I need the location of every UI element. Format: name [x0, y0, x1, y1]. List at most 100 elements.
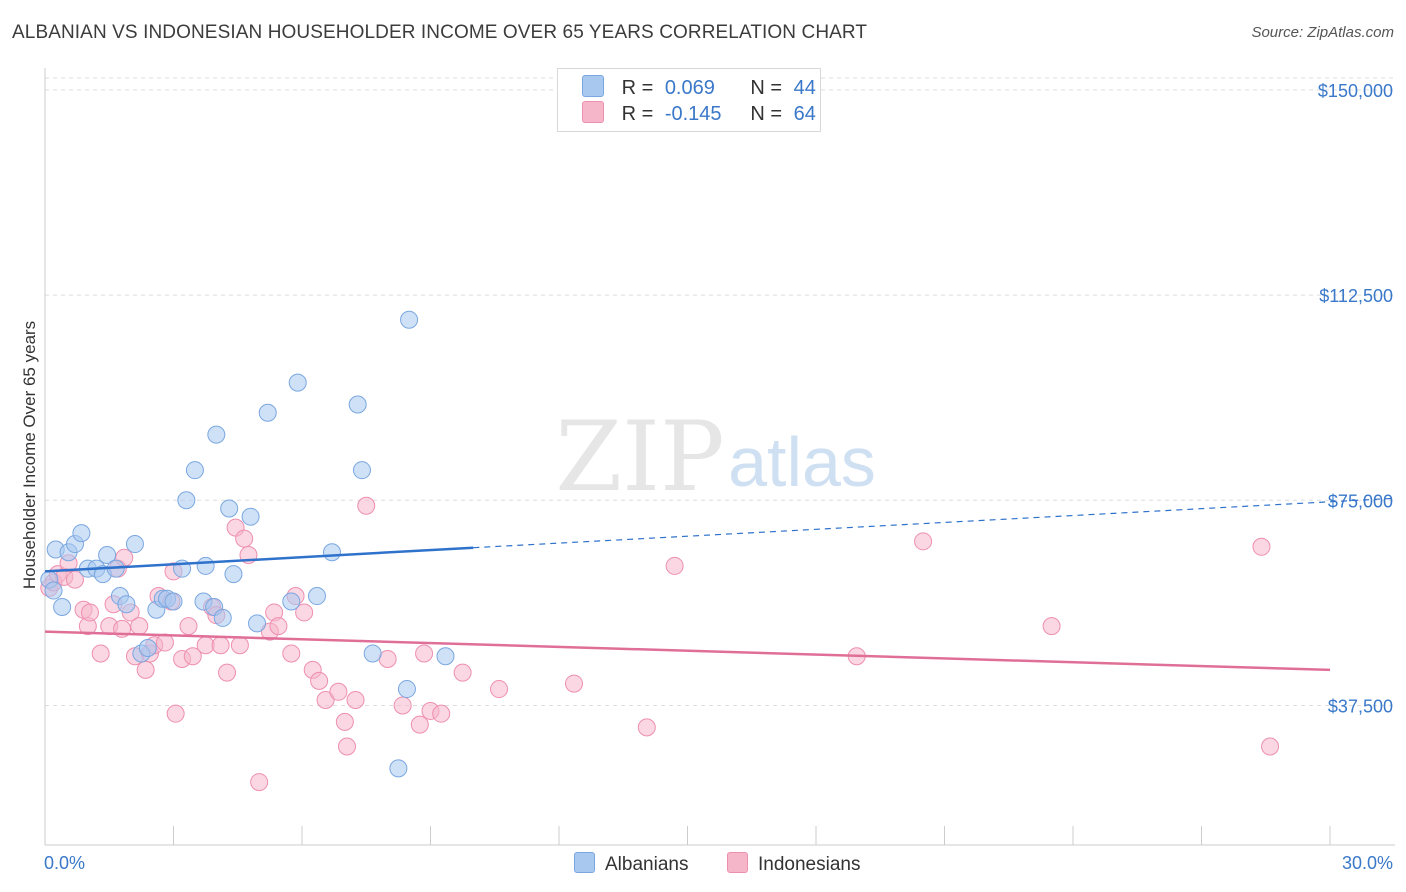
- albanian-point: [177, 491, 196, 510]
- albanian-point: [164, 592, 183, 611]
- indonesian-legend-swatch: [727, 852, 748, 873]
- indonesian-point: [310, 671, 329, 690]
- axes: [44, 68, 1395, 846]
- legend-n-label: N =: [750, 77, 783, 99]
- albanian-point: [258, 403, 277, 422]
- indonesian-point: [136, 660, 155, 679]
- series-legend: Albanians Indonesians: [0, 852, 1406, 878]
- albanian-point: [400, 310, 419, 329]
- indonesian-trend-line: [44, 630, 1331, 672]
- albanian-point: [53, 597, 72, 616]
- watermark-atlas: atlas: [728, 423, 876, 501]
- indonesian-point: [490, 680, 509, 699]
- legend-row-albanians: R = 0.069 N = 44: [582, 75, 816, 101]
- albanian-point: [363, 644, 382, 663]
- albanian-point: [397, 680, 416, 699]
- legend-n-label: N =: [750, 103, 783, 125]
- albanian-trend-line: [44, 546, 474, 573]
- indonesian-point: [1261, 737, 1280, 756]
- albanian-point: [207, 425, 226, 444]
- indonesian-point: [1042, 617, 1061, 636]
- tick-labels: $37,500 $75,000 $112,500 $150,000 0.0% 30.0%: [44, 81, 1393, 873]
- albanian-point: [436, 647, 455, 666]
- indonesian-point: [346, 690, 365, 709]
- y-tick-label: $37,500: [1328, 696, 1393, 716]
- indonesian-point: [235, 529, 254, 548]
- indonesian-swatch: [582, 101, 604, 123]
- indonesian-point: [914, 532, 933, 551]
- albanian-legend-swatch: [574, 852, 595, 873]
- albanian-point: [288, 373, 307, 392]
- albanian-point: [248, 614, 267, 633]
- indonesian-legend-label: Indonesians: [758, 854, 861, 875]
- y-tick-label: $75,000: [1328, 491, 1393, 511]
- indonesian-point: [335, 712, 354, 731]
- indonesian-point: [337, 737, 356, 756]
- indonesian-point: [80, 603, 99, 622]
- gridlines: [45, 77, 1395, 706]
- albanian-point: [138, 639, 157, 658]
- albanian-point: [98, 545, 117, 564]
- legend-item-indonesians[interactable]: Indonesians: [727, 852, 860, 876]
- legend-n-value: 64: [793, 103, 816, 125]
- indonesian-point: [316, 690, 335, 709]
- indonesian-point: [91, 644, 110, 663]
- legend-item-albanians[interactable]: Albanians: [574, 852, 688, 876]
- watermark-zip: ZIP: [555, 401, 724, 513]
- albanian-point: [125, 535, 144, 554]
- trend-lines: [44, 497, 1396, 672]
- source-credit: Source: ZipAtlas.com: [1251, 24, 1394, 41]
- y-axis-label: Householder Income Over 65 years: [20, 321, 39, 589]
- indonesian-point: [295, 603, 314, 622]
- indonesian-point: [282, 644, 301, 663]
- correlation-legend: R = 0.069 N = 44 R = -0.145 N = 64: [557, 68, 821, 132]
- indonesian-point: [665, 556, 684, 575]
- legend-r-value: -0.145: [664, 103, 722, 125]
- albanian-point: [185, 461, 204, 480]
- albanian-point: [322, 543, 341, 562]
- indonesian-point: [196, 636, 215, 655]
- indonesian-point: [329, 682, 348, 701]
- indonesian-point: [637, 718, 656, 737]
- indonesian-point: [378, 649, 397, 668]
- legend-n-value: 44: [793, 77, 816, 99]
- albanian-point: [241, 507, 260, 526]
- legend-r-label: R =: [621, 77, 654, 99]
- albanian-point: [196, 556, 215, 575]
- legend-r-label: R =: [621, 103, 654, 125]
- albanian-point: [44, 581, 63, 600]
- watermark: ZIP atlas: [555, 401, 876, 513]
- indonesian-point: [432, 704, 451, 723]
- chart-title: ALBANIAN VS INDONESIAN HOUSEHOLDER INCOM…: [12, 22, 868, 43]
- y-tick-label: $150,000: [1318, 81, 1393, 101]
- albanian-legend-label: Albanians: [605, 854, 689, 875]
- albanian-point: [220, 499, 239, 518]
- indonesian-point: [564, 674, 583, 693]
- albanian-point: [282, 592, 301, 611]
- indonesian-point: [1252, 537, 1271, 556]
- indonesian-point: [415, 644, 434, 663]
- x-tick-label: 30.0%: [1342, 853, 1393, 873]
- indonesian-point: [357, 496, 376, 515]
- indonesian-point: [130, 617, 149, 636]
- albanian-point: [352, 461, 371, 480]
- albanian-point: [307, 587, 326, 606]
- y-tick-label: $112,500: [1319, 286, 1393, 306]
- albanian-swatch: [582, 75, 604, 97]
- indonesian-point: [218, 663, 237, 682]
- albanian-point: [117, 595, 136, 614]
- indonesian-point: [179, 617, 198, 636]
- indonesian-point: [453, 663, 472, 682]
- indonesian-point: [269, 617, 288, 636]
- legend-row-indonesians: R = -0.145 N = 64: [582, 101, 816, 127]
- indonesian-point: [211, 636, 230, 655]
- albanian-point: [213, 608, 232, 627]
- indonesian-point: [166, 704, 185, 723]
- x-tick-label: 0.0%: [44, 853, 85, 873]
- indonesian-points: [40, 496, 1280, 792]
- albanian-point: [348, 395, 367, 414]
- albanian-point: [224, 565, 243, 584]
- legend-r-value: 0.069: [664, 77, 715, 99]
- albanian-points: [40, 310, 455, 778]
